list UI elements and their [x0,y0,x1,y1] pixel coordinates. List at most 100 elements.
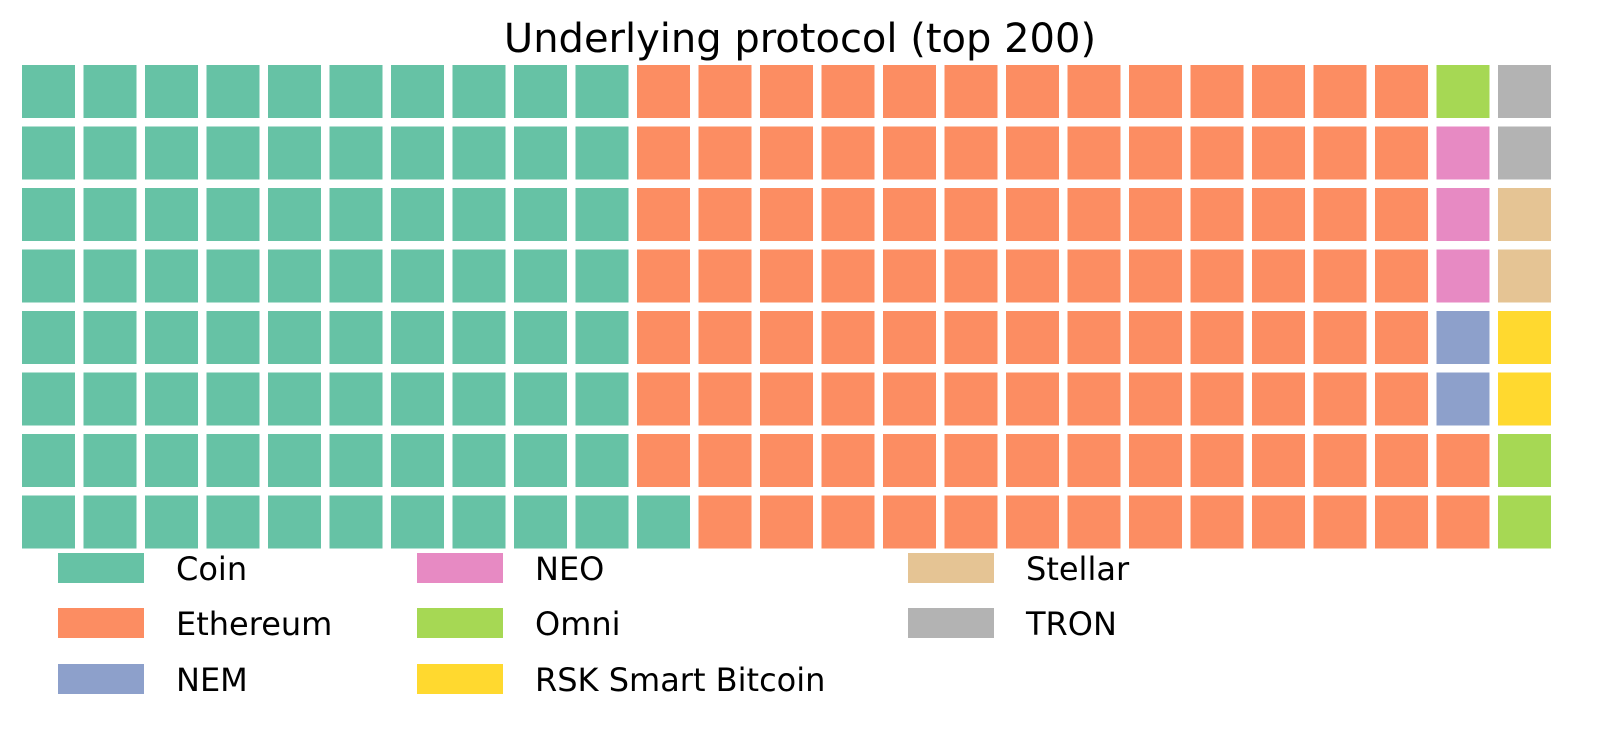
waffle-cell-ethereum [1129,495,1182,549]
waffle-cell-ethereum [1129,311,1182,364]
waffle-cell-ethereum [1006,126,1059,180]
waffle-cell-coin [268,65,321,118]
waffle-cell-coin [268,311,321,364]
waffle-cell-coin [206,311,260,364]
waffle-cell-coin [268,372,321,426]
waffle-cell-coin [22,495,75,549]
waffle-cell-coin [637,495,690,549]
waffle-cell-omni [1436,65,1490,118]
waffle-cell-ethereum [1067,434,1121,487]
waffle-cell-ethereum [1375,65,1428,118]
waffle-cell-coin [145,372,198,426]
waffle-cell-coin [268,126,321,180]
waffle-cell-coin [206,188,260,241]
waffle-cell-coin [514,311,567,364]
waffle-cell-ethereum [1375,126,1428,180]
waffle-cell-coin [575,65,629,118]
waffle-cell-ethereum [1006,65,1059,118]
waffle-cell-coin [83,434,137,487]
waffle-cell-coin [83,65,137,118]
waffle-cell-ethereum [1006,311,1059,364]
legend-swatch-stellar [908,553,994,583]
waffle-cell-coin [575,495,629,549]
waffle-cell-neo [1436,188,1490,241]
waffle-cell-ethereum [821,311,875,364]
waffle-cell-ethereum [1252,311,1305,364]
waffle-cell-ethereum [1375,434,1428,487]
waffle-cell-ethereum [1067,65,1121,118]
waffle-cell-ethereum [698,188,752,241]
waffle-cell-ethereum [1067,372,1121,426]
waffle-cell-ethereum [1375,249,1428,303]
waffle-cell-coin [22,249,75,303]
waffle-cell-coin [83,188,137,241]
waffle-cell-coin [83,495,137,549]
waffle-cell-coin [145,65,198,118]
chart-title: Underlying protocol (top 200) [504,16,1096,62]
waffle-cell-coin [206,249,260,303]
waffle-cell-ethereum [1006,434,1059,487]
waffle-cell-coin [452,188,506,241]
waffle-cell-coin [452,372,506,426]
waffle-cell-coin [83,311,137,364]
waffle-cell-coin [329,311,383,364]
waffle-cell-coin [452,311,506,364]
waffle-cell-ethereum [1375,188,1428,241]
waffle-cell-coin [514,249,567,303]
waffle-cell-ethereum [637,126,690,180]
waffle-cell-ethereum [1067,126,1121,180]
waffle-cell-ethereum [1375,311,1428,364]
waffle-cell-stellar [1498,188,1551,241]
waffle-cell-ethereum [883,249,936,303]
waffle-cell-coin [206,126,260,180]
waffle-cell-coin [83,126,137,180]
waffle-cell-ethereum [1375,372,1428,426]
waffle-cell-ethereum [760,188,813,241]
waffle-cell-ethereum [760,311,813,364]
waffle-cell-coin [514,126,567,180]
waffle-cell-ethereum [1252,188,1305,241]
waffle-cell-ethereum [1006,495,1059,549]
waffle-cell-ethereum [944,188,998,241]
waffle-cell-neo [1436,126,1490,180]
waffle-cell-ethereum [1006,249,1059,303]
waffle-cell-ethereum [1129,249,1182,303]
waffle-cell-omni [1498,434,1551,487]
waffle-cell-coin [145,126,198,180]
legend-label-coin: Coin [176,550,247,588]
waffle-cell-ethereum [1129,126,1182,180]
waffle-cell-ethereum [1129,65,1182,118]
waffle-cell-coin [514,434,567,487]
legend-label-omni: Omni [535,605,621,643]
waffle-cell-coin [575,126,629,180]
legend-label-ethereum: Ethereum [176,605,332,643]
waffle-cell-coin [206,434,260,487]
legend-label-rsk-smart-bitcoin: RSK Smart Bitcoin [535,661,825,699]
waffle-cell-coin [514,372,567,426]
legend-label-tron: TRON [1025,605,1117,643]
waffle-cell-rsk-smart-bitcoin [1498,372,1551,426]
waffle-cell-coin [268,495,321,549]
waffle-cell-ethereum [1313,495,1367,549]
waffle-cell-ethereum [944,495,998,549]
waffle-cell-ethereum [637,65,690,118]
waffle-cell-ethereum [1190,495,1244,549]
waffle-cell-tron [1498,65,1551,118]
waffle-cell-coin [452,126,506,180]
waffle-cell-stellar [1498,249,1551,303]
waffle-cell-ethereum [637,188,690,241]
waffle-cell-ethereum [1067,249,1121,303]
waffle-cell-coin [268,434,321,487]
waffle-cell-ethereum [1067,311,1121,364]
waffle-cell-ethereum [883,311,936,364]
waffle-cell-nem [1436,311,1490,364]
waffle-cell-ethereum [1436,434,1490,487]
waffle-cell-ethereum [944,434,998,487]
waffle-cell-coin [22,372,75,426]
waffle-cell-coin [575,188,629,241]
waffle-cell-ethereum [637,434,690,487]
waffle-cell-coin [145,249,198,303]
waffle-cell-coin [575,311,629,364]
waffle-cell-coin [514,495,567,549]
waffle-cell-coin [22,311,75,364]
